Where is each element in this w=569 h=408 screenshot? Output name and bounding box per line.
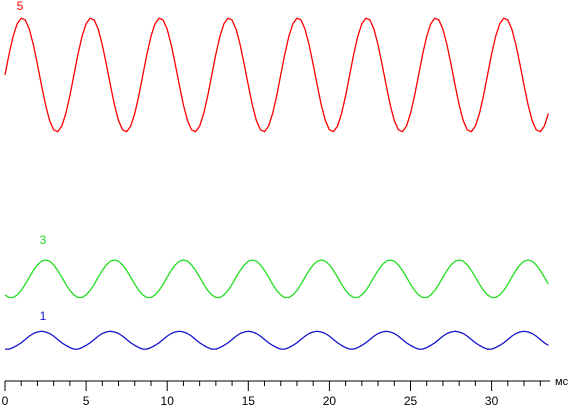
trace	[4, 259, 549, 299]
trace	[5, 330, 549, 350]
x-tick-label: 30	[485, 394, 499, 408]
trace-label: 1	[40, 309, 47, 323]
trace-label: 5	[17, 0, 24, 13]
trace	[4, 17, 549, 133]
x-tick-label: 0	[2, 394, 9, 408]
x-tick-label: 10	[161, 394, 175, 408]
x-tick-label: 5	[83, 394, 90, 408]
x-tick-label: 20	[323, 394, 337, 408]
x-axis-label: мс	[555, 376, 569, 388]
trace-label: 3	[40, 233, 47, 247]
x-tick-label: 25	[404, 394, 418, 408]
x-tick-label: 15	[242, 394, 256, 408]
